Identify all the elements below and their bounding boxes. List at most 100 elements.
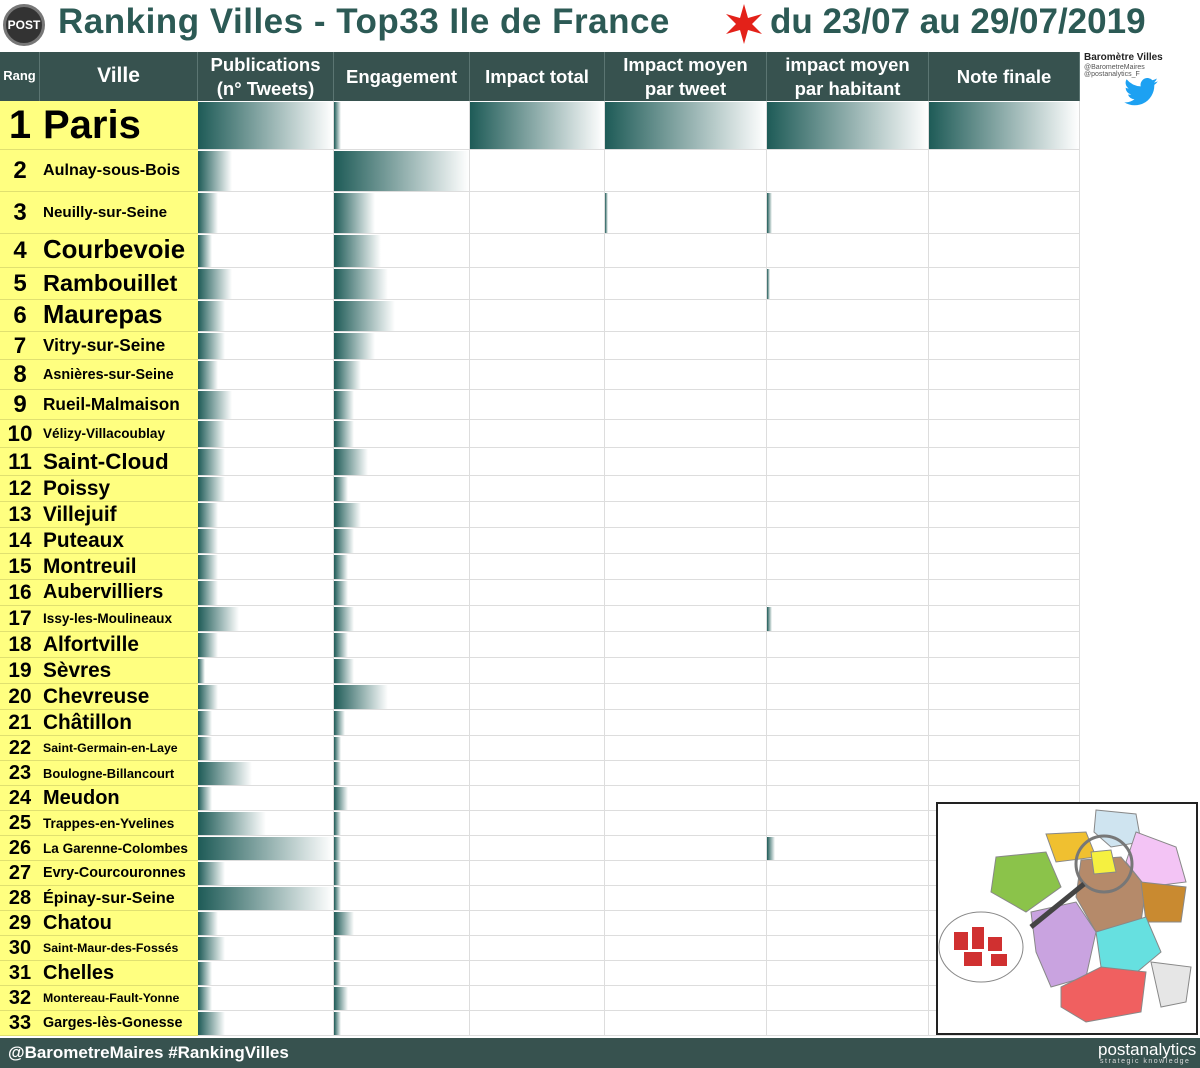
data-bar	[334, 581, 348, 605]
city-name: Rueil-Malmaison	[40, 390, 198, 420]
data-bar	[198, 477, 225, 501]
cell	[198, 300, 334, 332]
cell	[605, 192, 767, 234]
cell	[767, 580, 929, 606]
cell	[334, 710, 470, 736]
cell	[929, 360, 1080, 390]
cell	[470, 234, 605, 268]
data-bar	[334, 607, 355, 631]
cell	[929, 448, 1080, 476]
cell	[605, 710, 767, 736]
data-bar	[334, 887, 341, 910]
brand: postanalytics	[1098, 1040, 1197, 1059]
cell	[767, 554, 929, 580]
data-bar	[334, 529, 355, 553]
cell	[929, 234, 1080, 268]
rank: 20	[0, 684, 40, 710]
cell	[929, 390, 1080, 420]
cell	[929, 684, 1080, 710]
column-header: Note finale	[929, 52, 1080, 101]
cell	[198, 448, 334, 476]
data-bar	[198, 962, 212, 985]
cell	[470, 360, 605, 390]
cell	[334, 836, 470, 861]
cell	[605, 528, 767, 554]
cell	[334, 684, 470, 710]
cell	[198, 911, 334, 936]
cell	[767, 192, 929, 234]
data-bar	[198, 151, 232, 191]
cell	[929, 101, 1080, 150]
title: Ranking Villes - Top33 Ile de France	[58, 2, 670, 41]
data-bar	[198, 503, 219, 527]
data-bar	[198, 333, 225, 359]
cell	[767, 606, 929, 632]
rank: 19	[0, 658, 40, 684]
cell	[929, 736, 1080, 761]
rank: 26	[0, 836, 40, 861]
rank: 3	[0, 192, 40, 234]
cell	[767, 836, 929, 861]
cell	[605, 360, 767, 390]
cell	[767, 861, 929, 886]
period: du 23/07 au 29/07/2019	[770, 2, 1146, 41]
cell	[605, 936, 767, 961]
data-bar	[198, 685, 219, 709]
city-name: Chevreuse	[40, 684, 198, 710]
data-bar	[198, 235, 212, 267]
cell	[767, 332, 929, 360]
data-bar	[198, 529, 219, 553]
city-name: Issy-les-Moulineaux	[40, 606, 198, 632]
cell	[470, 710, 605, 736]
cell	[470, 554, 605, 580]
rank: 18	[0, 632, 40, 658]
cell	[929, 658, 1080, 684]
city-name: Villejuif	[40, 502, 198, 528]
data-bar	[198, 737, 212, 760]
cell	[605, 886, 767, 911]
column-header: Rang	[0, 52, 40, 101]
city-name: Neuilly-sur-Seine	[40, 192, 198, 234]
cell	[470, 684, 605, 710]
data-bar	[767, 102, 928, 149]
data-bar	[334, 477, 348, 501]
cell	[470, 476, 605, 502]
footer-hashtags: @BarometreMaires #RankingVilles	[8, 1043, 289, 1062]
cell	[198, 150, 334, 192]
cell	[605, 420, 767, 448]
cell	[767, 360, 929, 390]
data-bar	[198, 449, 225, 475]
cell	[198, 192, 334, 234]
cell	[198, 861, 334, 886]
cell	[929, 420, 1080, 448]
data-bar	[334, 449, 368, 475]
rank: 2	[0, 150, 40, 192]
data-bar	[605, 193, 609, 233]
cell	[334, 961, 470, 986]
data-bar	[198, 937, 225, 960]
data-bar	[198, 711, 212, 735]
city-name: Vitry-sur-Seine	[40, 332, 198, 360]
data-bar	[334, 151, 469, 191]
cell	[198, 836, 334, 861]
cell	[929, 502, 1080, 528]
cell	[470, 886, 605, 911]
data-bar	[334, 102, 341, 149]
cell	[605, 632, 767, 658]
data-bar	[334, 391, 355, 419]
cell	[334, 528, 470, 554]
cell	[767, 761, 929, 786]
column-header: Impact total	[470, 52, 605, 101]
cell	[334, 476, 470, 502]
data-bar	[334, 962, 341, 985]
cell	[198, 234, 334, 268]
twitter-icon	[1124, 78, 1158, 106]
data-bar	[334, 555, 348, 579]
data-bar	[334, 862, 341, 885]
data-bar	[198, 987, 212, 1010]
city-name: Garges-lès-Gonesse	[40, 1011, 198, 1036]
data-bar	[198, 633, 219, 657]
data-bar	[334, 421, 355, 447]
cell	[198, 420, 334, 448]
side-handles: @BarometreMaires @postanalytics_F	[1084, 64, 1145, 78]
